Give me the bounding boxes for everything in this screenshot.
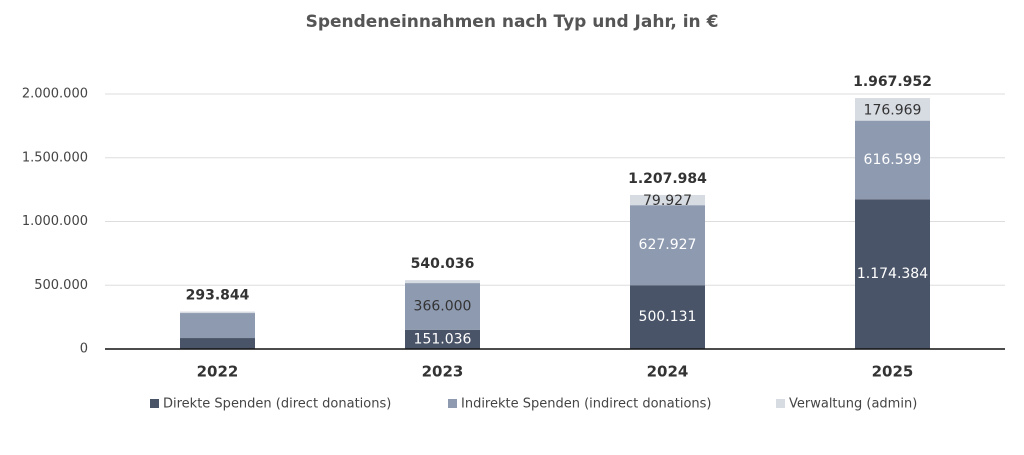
legend-label: Indirekte Spenden (indirect donations) [461,397,712,412]
total-label: 1.967.952 [853,74,932,90]
x-tick-label: 2025 [872,363,914,381]
value-label: 627.927 [639,237,697,253]
total-label: 293.844 [186,288,250,304]
bar-segment [855,98,930,121]
bar-segment [630,205,705,286]
x-tick-label: 2024 [647,363,689,381]
value-label: 500.131 [639,309,697,325]
y-tick-label: 1.500.000 [22,150,88,165]
y-tick-label: 0 [80,342,88,357]
bar-segment [180,311,255,314]
bar-segment [630,285,705,349]
value-label: 79.927 [643,193,692,209]
bar-segment [405,283,480,330]
bar-segment [180,313,255,339]
legend-swatch [448,399,457,408]
bar-segment [405,329,480,349]
legend-swatch [776,399,785,408]
value-label: 151.036 [414,331,472,347]
value-label: 616.599 [864,152,922,168]
y-tick-label: 2.000.000 [22,87,88,102]
chart-title: Spendeneinnahmen nach Typ und Jahr, in € [306,12,719,32]
value-label: 176.969 [864,102,922,118]
bar-segment [405,280,480,284]
legend-swatch [150,399,159,408]
total-label: 1.207.984 [628,171,707,187]
value-label: 366.000 [414,298,472,314]
bar-segment [180,338,255,349]
legend-label: Direkte Spenden (direct donations) [163,397,391,412]
y-tick-label: 500.000 [34,278,88,293]
y-tick-label: 1.000.000 [22,214,88,229]
legend-label: Verwaltung (admin) [789,397,917,412]
x-tick-label: 2023 [422,363,464,381]
x-tick-label: 2022 [197,363,239,381]
value-label: 1.174.384 [857,266,928,282]
bar-segment [855,120,930,200]
bar-segment [630,194,705,206]
bar-segment [855,199,930,349]
total-label: 540.036 [411,256,475,272]
